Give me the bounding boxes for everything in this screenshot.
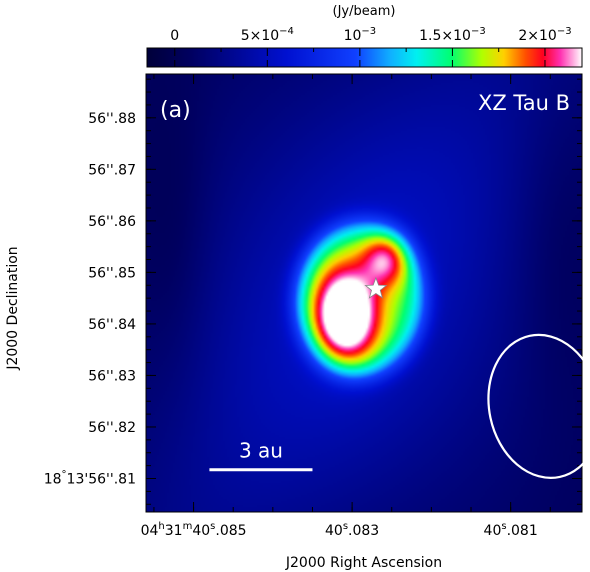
x-tick-labels: 04h​31m​40s​.085 40s​.083 40s​.081: [141, 521, 538, 539]
x-tick-label: 40s​.083: [325, 521, 379, 539]
plot-area: (a) XZ Tau B 3 au: [145, 73, 590, 513]
x-axis-title: J2000 Right Ascension: [285, 555, 442, 571]
scale-bar-label: 3 au: [239, 439, 283, 463]
source-label: XZ Tau B: [478, 91, 570, 115]
y-tick-label: 18°​13'56''.81: [44, 470, 136, 488]
y-axis-title: J2000 Declination: [5, 246, 21, 370]
y-tick-labels: 56''.88 56''.87 56''.86 56''.85 56''.84 56''.…: [44, 111, 136, 488]
beam-ellipse: [487, 333, 590, 479]
panel-label: (a): [160, 98, 191, 123]
emission-map: [146, 74, 582, 512]
axis-ticks: [146, 74, 582, 512]
colorbar-tick-label: 1.5×10−3​: [419, 26, 486, 44]
star-marker: [364, 276, 388, 299]
x-tick-label: 40s​.081: [484, 521, 538, 539]
colorbar-title: (Jy/beam): [333, 4, 396, 19]
colorbar-tick-label: 2×10−3​: [518, 26, 571, 44]
y-tick-label: 56''.82: [88, 420, 136, 436]
overlays: [209, 276, 590, 479]
x-tick-label: 04h​31m​40s​.085: [141, 521, 247, 539]
y-tick-label: 56''.88: [88, 111, 136, 127]
colorbar-tick-labels: 0 5×10−4​ 10−3​ 1.5×10−3​ 2×10−3​: [170, 26, 571, 44]
colorbar-tick-label: 10−3​: [344, 26, 377, 44]
colorbar-ticks: [174, 48, 546, 67]
colorbar-tick-label: 5×10−4​: [241, 26, 294, 44]
y-tick-label: 56''.87: [88, 162, 136, 178]
y-tick-label: 56''.86: [88, 214, 136, 230]
y-tick-label: 56''.85: [88, 265, 136, 281]
colorbar-tick-label: 0: [170, 28, 179, 44]
plot-frame: [145, 73, 583, 513]
y-tick-label: 56''.83: [88, 368, 136, 384]
y-tick-label: 56''.84: [88, 317, 136, 333]
colorbar: [146, 47, 583, 68]
